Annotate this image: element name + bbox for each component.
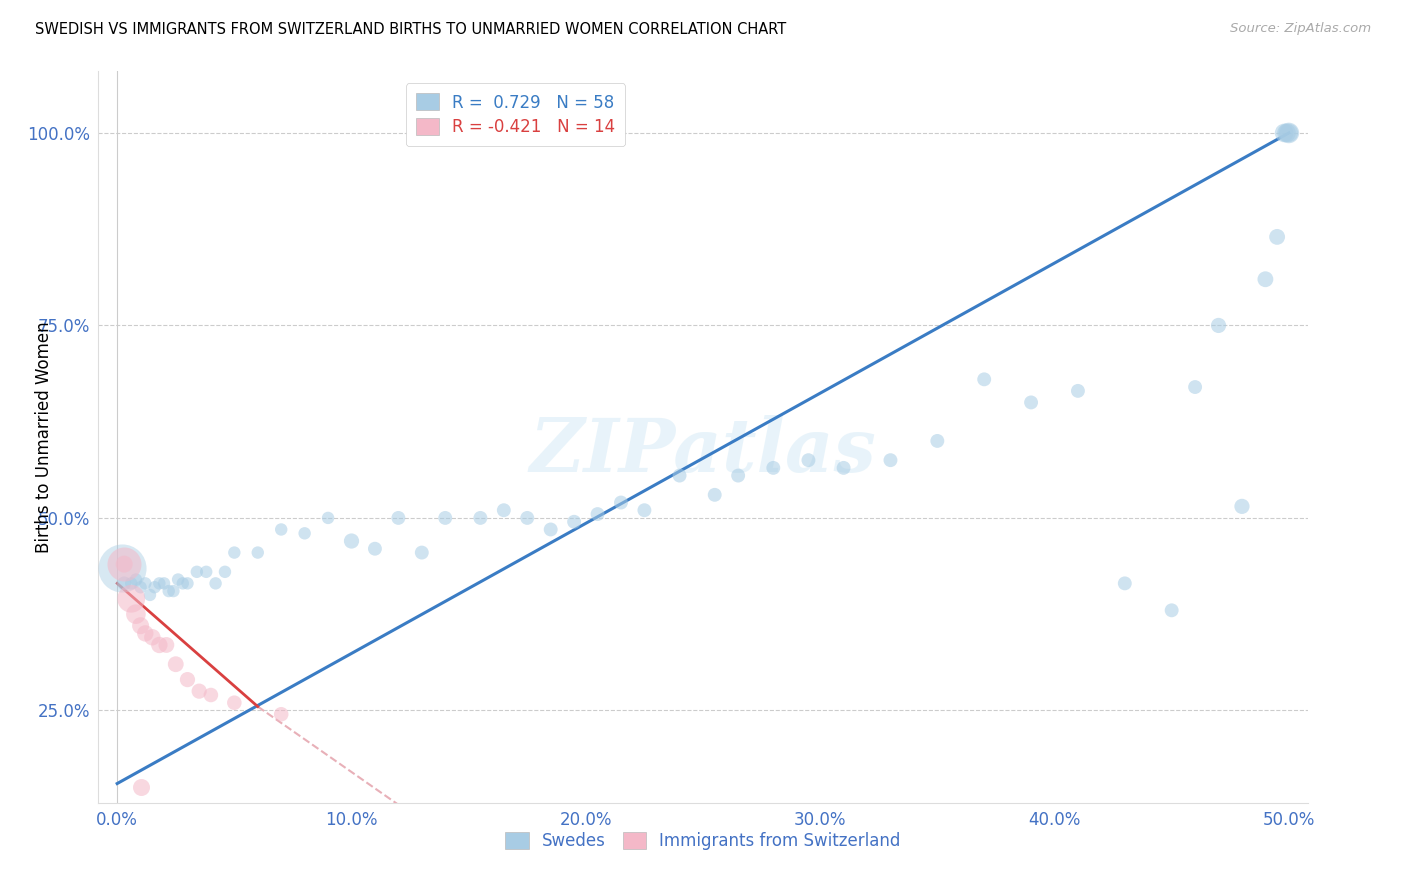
Point [927,434,949,448]
Point [294,526,316,541]
Point [1160,603,1182,617]
Point [387,511,409,525]
Point [610,495,633,509]
Point [111,561,134,575]
Point [148,638,170,652]
Point [727,468,749,483]
Text: ZIPatlas: ZIPatlas [530,416,876,488]
Legend: Swedes, Immigrants from Switzerland: Swedes, Immigrants from Switzerland [499,825,907,856]
Point [200,688,222,702]
Point [139,588,162,602]
Point [246,545,269,559]
Point [224,545,246,559]
Point [125,573,148,587]
Point [186,565,208,579]
Point [270,707,292,722]
Point [492,503,515,517]
Point [155,638,177,652]
Point [176,576,198,591]
Point [112,576,135,591]
Point [148,576,170,591]
Point [112,557,135,571]
Point [540,523,562,537]
Point [762,461,785,475]
Point [470,511,492,525]
Point [879,453,901,467]
Point [1265,230,1288,244]
Point [157,584,180,599]
Point [411,545,433,559]
Point [340,534,363,549]
Point [516,511,538,525]
Point [1184,380,1206,394]
Point [120,591,142,606]
Point [1114,576,1136,591]
Point [125,607,148,622]
Point [1272,126,1295,140]
Point [1019,395,1042,409]
Point [141,630,163,644]
Point [434,511,457,525]
Point [134,626,156,640]
Point [1067,384,1090,398]
Point [973,372,995,386]
Point [703,488,725,502]
Text: Births to Unmarried Women: Births to Unmarried Women [35,321,53,553]
Text: Source: ZipAtlas.com: Source: ZipAtlas.com [1230,22,1371,36]
Point [1208,318,1230,333]
Point [134,576,156,591]
Point [1230,500,1253,514]
Point [1278,126,1301,140]
Point [1278,126,1301,140]
Point [562,515,585,529]
Point [188,684,211,698]
Point [204,576,226,591]
Point [129,618,152,632]
Point [195,565,218,579]
Point [172,576,194,591]
Point [668,468,690,483]
Point [162,584,184,599]
Point [586,507,609,521]
Point [270,523,292,537]
Point [1275,126,1298,140]
Point [832,461,855,475]
Point [129,580,152,594]
Point [112,557,135,571]
Point [224,696,246,710]
Point [120,576,142,591]
Point [364,541,387,556]
Point [1254,272,1277,286]
Point [176,673,198,687]
Point [167,573,190,587]
Point [316,511,339,525]
Point [129,780,152,795]
Point [143,580,166,594]
Point [153,576,176,591]
Point [797,453,820,467]
Point [633,503,655,517]
Text: SWEDISH VS IMMIGRANTS FROM SWITZERLAND BIRTHS TO UNMARRIED WOMEN CORRELATION CHA: SWEDISH VS IMMIGRANTS FROM SWITZERLAND B… [35,22,786,37]
Point [214,565,236,579]
Point [165,657,187,672]
